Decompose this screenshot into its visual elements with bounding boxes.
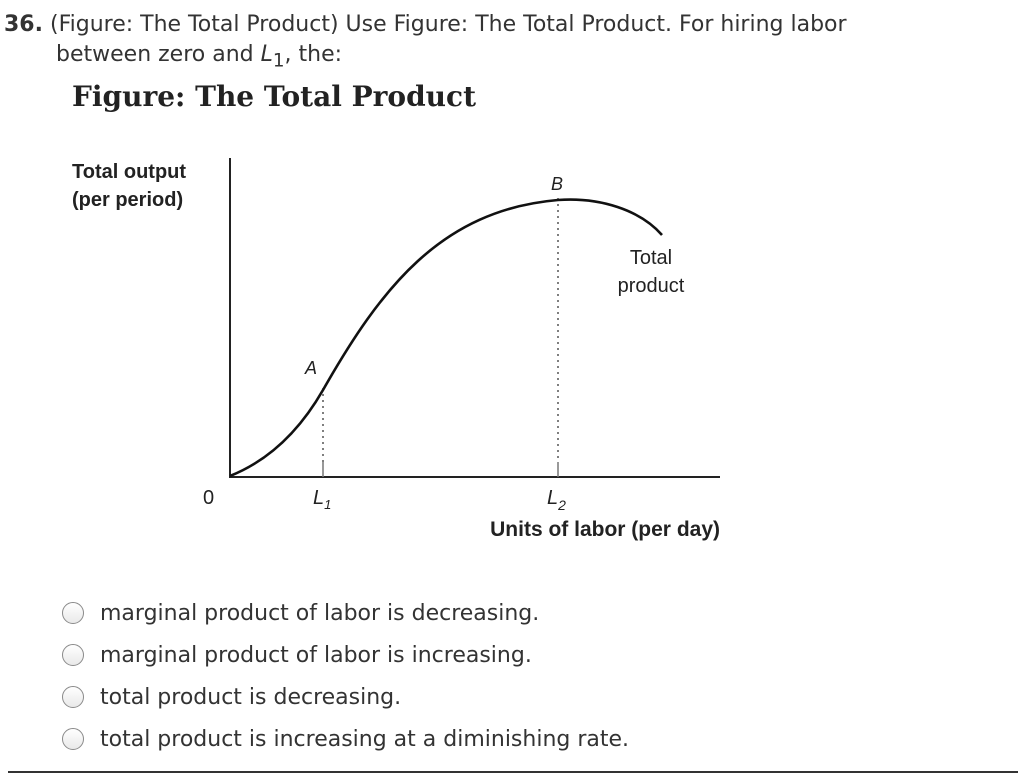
- radio-button[interactable]: [62, 686, 84, 708]
- tick-l1-subscript: 1: [324, 497, 331, 512]
- labor-variable: L: [260, 42, 273, 67]
- labor-variable-subscript: 1: [272, 50, 285, 72]
- question-stem: (Figure: The Total Product) Use Figure: …: [49, 12, 847, 37]
- curve-label-line1: Total: [630, 247, 672, 269]
- tick-l2-label: L2: [547, 487, 566, 513]
- answer-option-label: total product is increasing at a diminis…: [100, 726, 630, 752]
- answer-option-label: total product is decreasing.: [100, 684, 402, 710]
- question-number: 36.: [4, 12, 43, 37]
- total-product-curve: [229, 198, 663, 478]
- tick-l1-letter: L: [313, 487, 324, 509]
- answer-options: marginal product of labor is decreasing.…: [62, 592, 629, 760]
- y-axis-label-line2: (per period): [72, 189, 183, 211]
- question-stem-cont: between zero and: [56, 42, 261, 67]
- question-stem-end: , the:: [284, 42, 343, 67]
- point-a-label: A: [304, 358, 317, 378]
- point-b-label: B: [551, 174, 563, 194]
- figure-title: Figure: The Total Product: [72, 80, 477, 113]
- answer-option-1[interactable]: marginal product of labor is decreasing.: [62, 592, 629, 634]
- question-text: 36. (Figure: The Total Product) Use Figu…: [4, 10, 1004, 76]
- question-line-1: 36. (Figure: The Total Product) Use Figu…: [4, 10, 1004, 40]
- answer-option-3[interactable]: total product is decreasing.: [62, 676, 629, 718]
- answer-option-4[interactable]: total product is increasing at a diminis…: [62, 718, 629, 760]
- tick-l1-label: L1: [313, 487, 331, 512]
- x-axis-label: Units of labor (per day): [490, 518, 720, 541]
- answer-option-2[interactable]: marginal product of labor is increasing.: [62, 634, 629, 676]
- answer-option-label: marginal product of labor is decreasing.: [100, 600, 540, 626]
- radio-button[interactable]: [62, 728, 84, 750]
- curve-label-line2: product: [618, 275, 685, 297]
- total-product-figure: Total output (per period) A B Total prod…: [72, 158, 720, 541]
- question-line-2: between zero and L1, the:: [4, 40, 1004, 76]
- tick-l2-letter: L: [547, 487, 558, 509]
- radio-button[interactable]: [62, 602, 84, 624]
- tick-l2-subscript: 2: [557, 497, 566, 513]
- radio-button[interactable]: [62, 644, 84, 666]
- origin-label: 0: [203, 487, 214, 509]
- answer-option-label: marginal product of labor is increasing.: [100, 642, 532, 668]
- bottom-divider: [8, 771, 1018, 773]
- y-axis-label-line1: Total output: [72, 161, 186, 183]
